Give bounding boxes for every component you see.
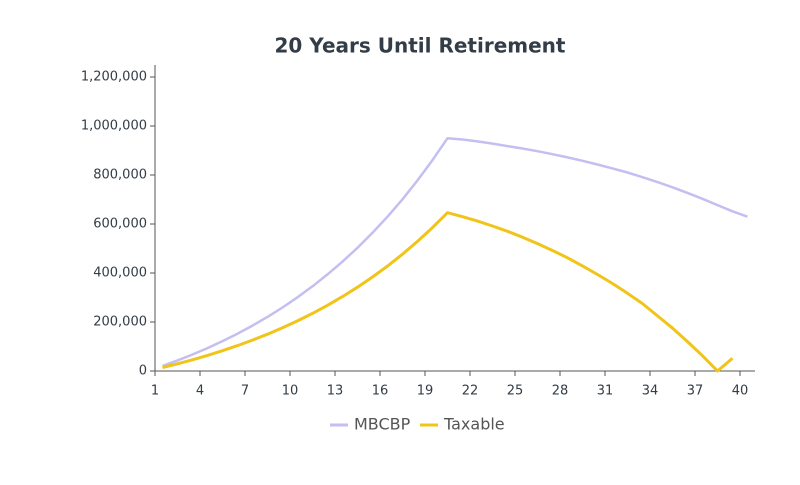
series-line [162,136,748,368]
x-tick-label: 37 [687,384,704,399]
y-tick-label: 1,000,000 [81,119,147,134]
x-tick-label: 28 [552,384,569,399]
x-tick-label: 10 [282,384,299,399]
legend-label: MBCBP [354,415,411,434]
x-tick-label: 4 [196,384,204,399]
x-tick-label: 16 [372,384,389,399]
x-tick-label: 25 [507,384,524,399]
chart-title: 20 Years Until Retirement [275,34,566,58]
x-tick-label: 22 [462,384,479,399]
x-tick-label: 31 [597,384,614,399]
x-tick-label: 1 [151,384,159,399]
y-tick-label: 0 [139,364,147,379]
y-tick-label: 1,200,000 [81,70,147,85]
x-tick-label: 19 [417,384,434,399]
x-tick-label: 40 [732,384,749,399]
x-tick-label: 34 [642,384,659,399]
series-line [162,211,734,373]
y-tick-label: 400,000 [93,266,147,281]
x-tick-label: 7 [241,384,249,399]
y-tick-label: 600,000 [93,217,147,232]
y-tick-label: 800,000 [93,168,147,183]
legend-label: Taxable [443,415,505,434]
x-tick-label: 13 [327,384,344,399]
y-tick-label: 200,000 [93,315,147,330]
